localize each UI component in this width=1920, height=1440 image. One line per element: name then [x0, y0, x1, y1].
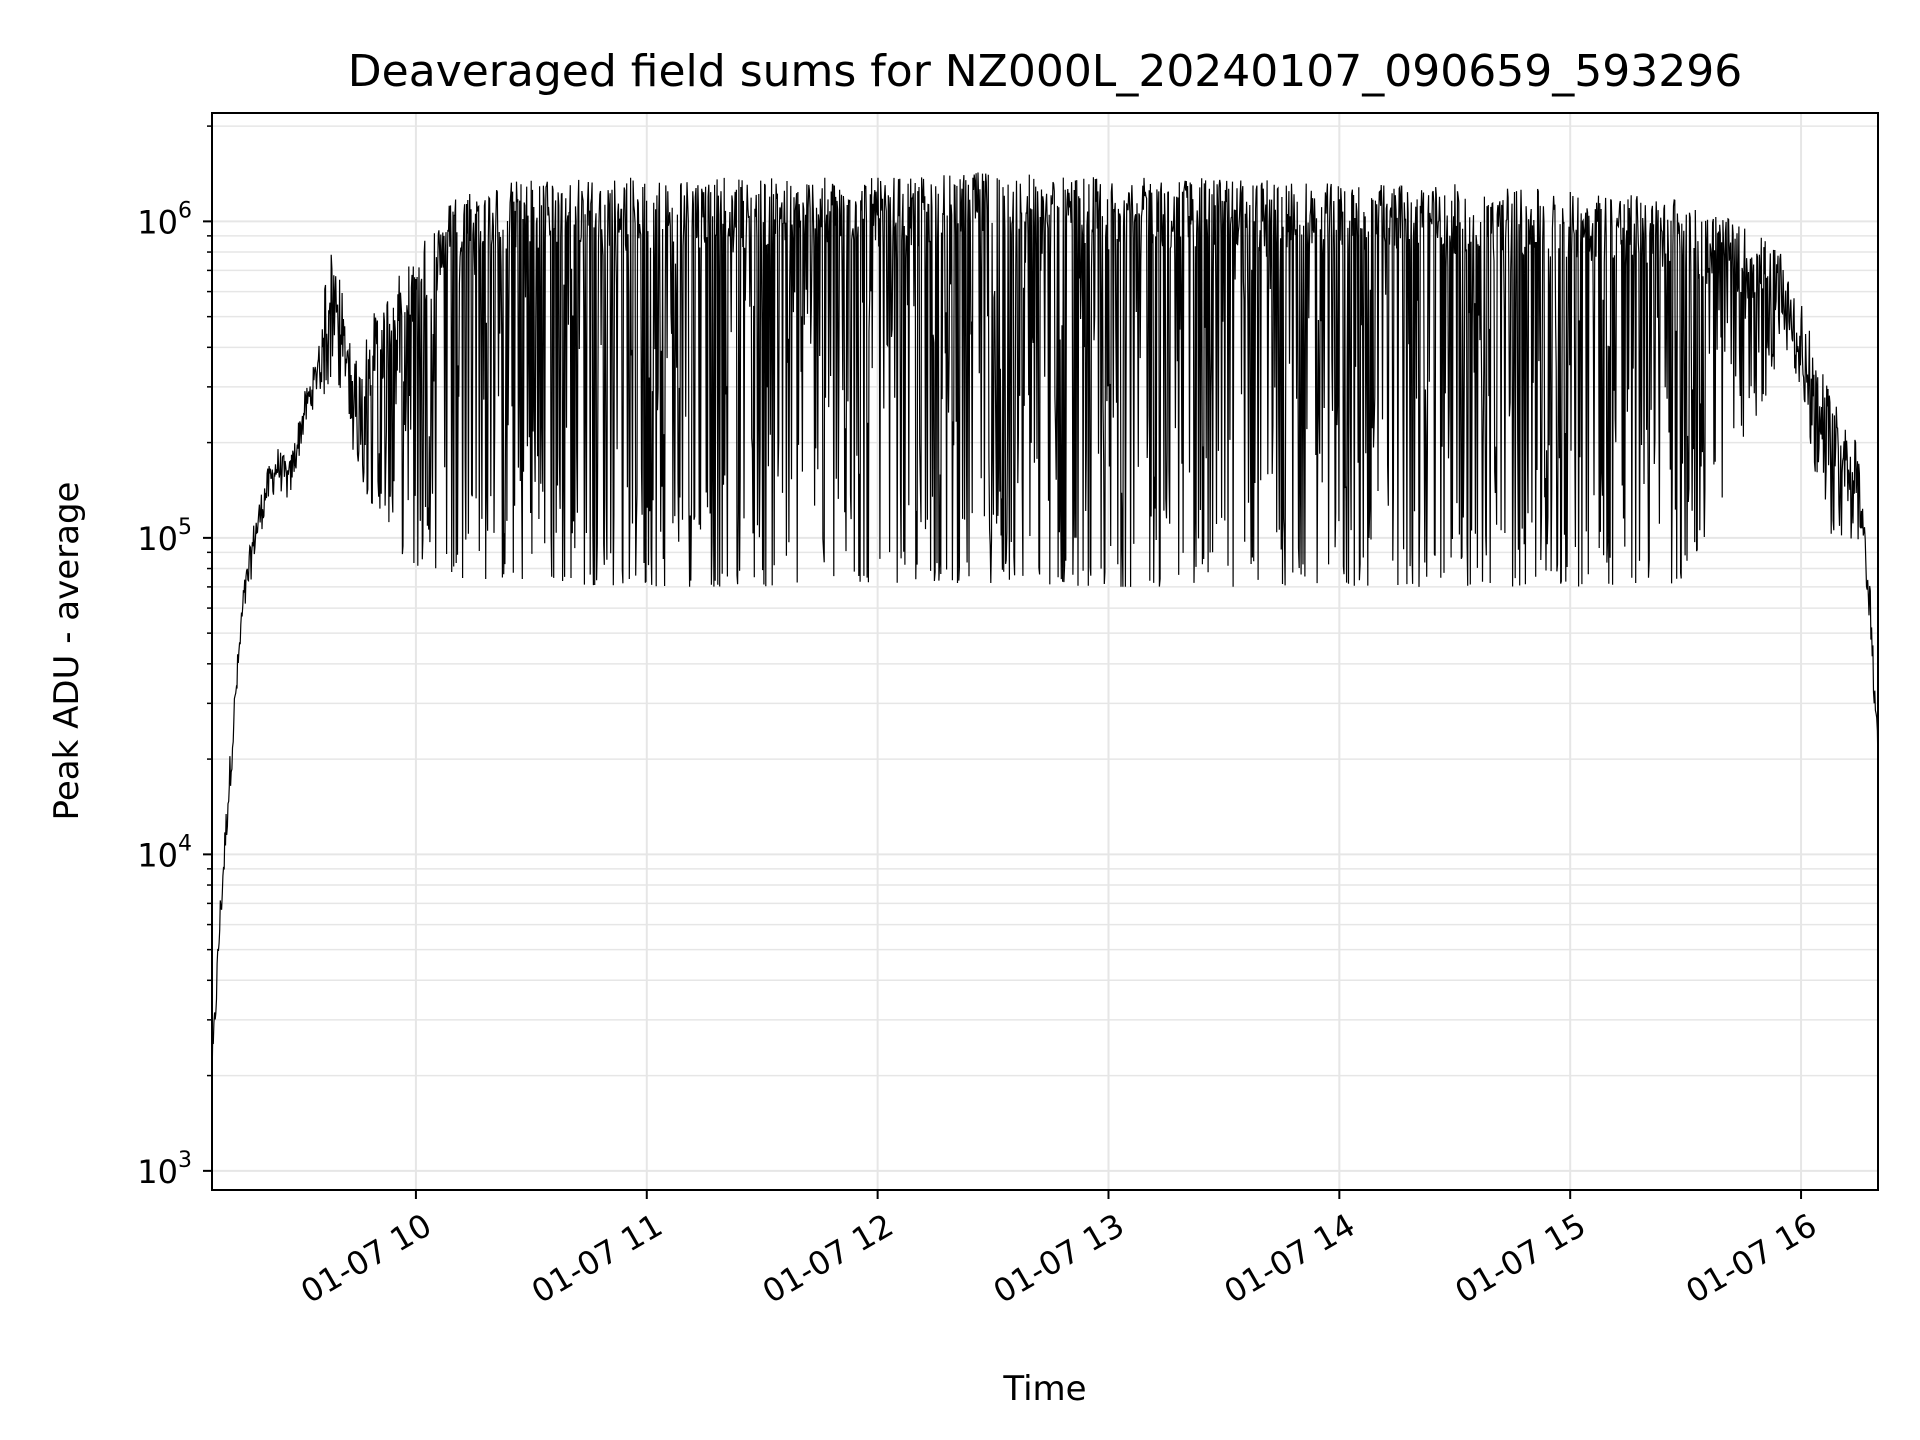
x-tick-label: 01-07 12	[756, 1206, 900, 1311]
plot-area	[212, 172, 1878, 1084]
x-tick-label: 01-07 15	[1449, 1206, 1593, 1311]
chart-title: Deaveraged field sums for NZ000L_2024010…	[348, 46, 1742, 97]
x-tick-label: 01-07 11	[525, 1206, 669, 1311]
y-tick-label: 104	[137, 831, 192, 874]
y-tick-label: 106	[137, 198, 192, 241]
y-axis: 103 104 105 106	[137, 125, 212, 1191]
x-tick-label: 01-07 13	[987, 1206, 1131, 1311]
plot-frame	[211, 112, 1879, 1191]
x-axis-label: Time	[1002, 1369, 1086, 1409]
series-line	[212, 172, 1878, 1084]
y-axis-label: Peak ADU - average	[47, 482, 87, 821]
x-tick-label: 01-07 10	[294, 1206, 438, 1311]
y-tick-label: 105	[137, 515, 192, 558]
x-axis: 01-07 10 01-07 11 01-07 12 01-07 13 01-07 14…	[294, 1190, 1823, 1311]
y-tick-label: 103	[137, 1148, 192, 1191]
x-tick-label: 01-07 14	[1218, 1206, 1362, 1311]
x-tick-label: 01-07 16	[1679, 1206, 1823, 1311]
